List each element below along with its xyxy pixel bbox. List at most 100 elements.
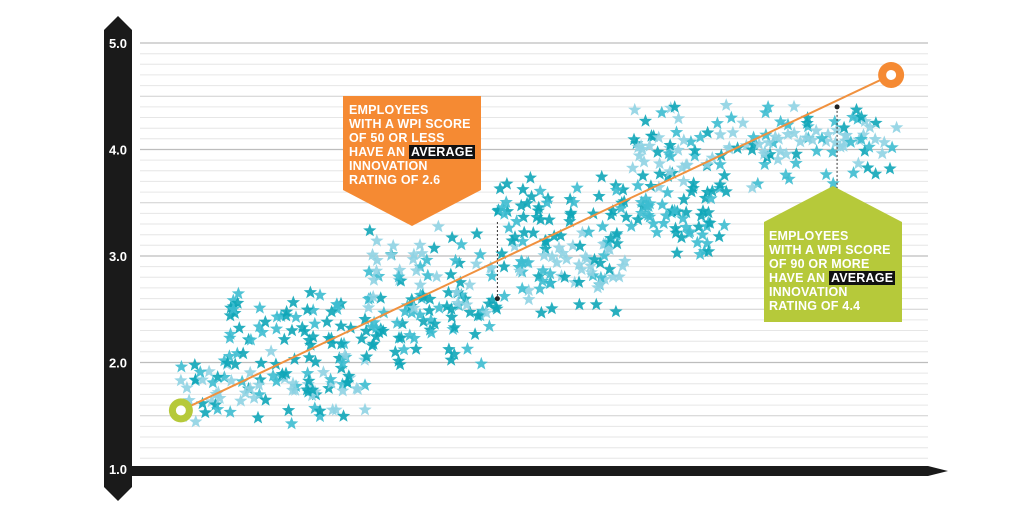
data-point-star <box>482 319 496 332</box>
data-point-star <box>644 129 659 142</box>
data-point-star <box>485 269 499 282</box>
data-point-star <box>413 259 427 273</box>
data-point-star <box>226 293 240 307</box>
data-point-star <box>541 191 555 205</box>
data-point-star <box>300 382 314 396</box>
data-point-star <box>773 114 788 128</box>
data-point-star <box>851 112 865 125</box>
data-point-star <box>538 242 553 255</box>
data-point-star <box>406 252 420 265</box>
data-point-star <box>563 214 577 228</box>
data-point-star <box>676 174 691 188</box>
data-point-star <box>367 273 381 286</box>
data-point-star <box>324 331 338 345</box>
axes: 1.0 2.0 3.0 4.0 5.0 <box>104 16 948 501</box>
data-point-star <box>766 135 780 149</box>
data-point-star <box>745 142 759 156</box>
data-point-star <box>652 130 666 144</box>
data-point-star <box>220 356 235 369</box>
data-point-star <box>530 210 544 223</box>
data-point-star <box>508 230 522 243</box>
data-point-star <box>287 352 302 365</box>
data-point-star <box>174 359 189 373</box>
data-point-star <box>395 316 410 330</box>
data-point-star <box>243 365 257 379</box>
callout-low-line4a: HAVE AN <box>349 145 409 159</box>
data-point-star <box>232 321 246 334</box>
callout-low-highlight: AVERAGE <box>408 145 476 159</box>
data-point-star <box>217 353 231 367</box>
data-point-star <box>632 148 646 162</box>
data-point-star <box>533 212 548 226</box>
data-point-star <box>655 197 669 211</box>
data-point-star <box>659 208 673 222</box>
data-point-star <box>787 99 801 113</box>
data-point-star <box>493 181 507 195</box>
data-point-star <box>447 320 462 334</box>
data-point-star <box>543 266 557 280</box>
data-point-star <box>686 181 700 194</box>
data-point-star <box>736 116 750 129</box>
data-point-star <box>684 134 698 148</box>
data-point-star <box>885 140 899 154</box>
data-point-star <box>688 143 702 157</box>
data-point-star <box>889 120 904 134</box>
data-point-star <box>606 204 620 217</box>
callout-low-wpi: EMPLOYEES WITH A WPI SCORE OF 50 OR LESS… <box>349 103 479 187</box>
data-point-star <box>193 365 207 378</box>
data-point-star <box>251 410 265 424</box>
data-point-star <box>392 354 406 367</box>
data-point-star <box>570 181 584 194</box>
data-point-star <box>444 302 458 315</box>
data-point-star <box>532 269 546 283</box>
data-point-star <box>582 225 596 238</box>
data-point-star <box>195 396 210 410</box>
data-point-star <box>485 293 499 306</box>
data-point-star <box>522 283 536 297</box>
data-point-star <box>432 301 446 314</box>
data-point-star <box>277 332 291 346</box>
data-point-star <box>545 301 559 315</box>
data-point-star <box>677 192 691 206</box>
data-point-star <box>320 315 334 328</box>
data-point-star <box>779 147 793 160</box>
data-point-star <box>497 207 511 220</box>
data-point-star <box>595 169 609 183</box>
data-point-star <box>671 111 686 125</box>
data-point-star <box>863 120 877 133</box>
data-point-star <box>234 394 248 407</box>
data-point-star <box>858 114 872 127</box>
data-point-star <box>482 296 496 310</box>
data-point-star <box>536 263 550 277</box>
data-point-star <box>497 289 512 302</box>
data-point-star <box>713 177 727 191</box>
data-point-star <box>394 330 408 344</box>
data-point-star <box>413 307 427 321</box>
data-point-star <box>500 176 514 190</box>
data-point-star <box>281 403 296 417</box>
data-point-star <box>430 269 444 283</box>
data-point-star <box>330 297 344 311</box>
data-point-star <box>619 210 633 223</box>
data-point-star <box>693 247 707 260</box>
data-point-star <box>516 234 530 248</box>
data-point-star <box>609 183 624 196</box>
data-point-star <box>612 269 626 283</box>
callout-high-line2: WITH A WPI SCORE <box>769 243 891 257</box>
data-point-star <box>306 303 320 316</box>
data-point-star <box>189 414 203 428</box>
data-point-star <box>837 120 851 134</box>
data-point-star <box>302 333 316 346</box>
data-point-star <box>335 377 350 390</box>
data-point-star <box>580 251 594 265</box>
data-point-star <box>369 329 383 343</box>
data-point-star <box>651 145 665 158</box>
data-point-star <box>491 203 506 216</box>
data-point-star <box>701 205 716 219</box>
data-point-star <box>521 255 535 269</box>
data-point-star <box>650 225 664 239</box>
data-point-star <box>688 148 702 162</box>
data-point-star <box>223 308 237 322</box>
data-point-star <box>628 102 642 116</box>
data-point-star <box>854 132 868 145</box>
